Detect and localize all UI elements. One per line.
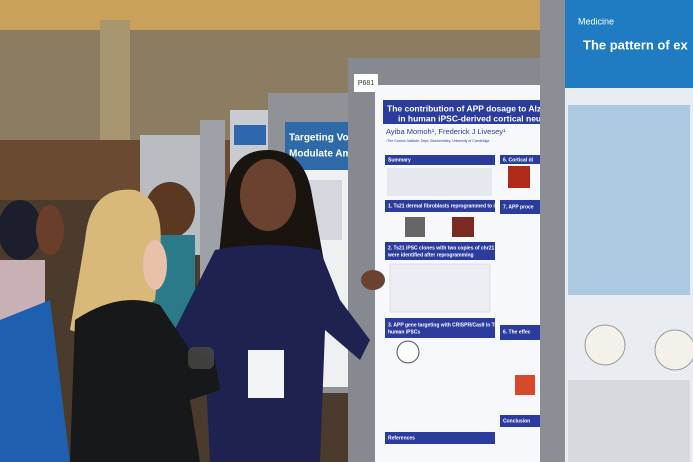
backpack (0, 300, 70, 462)
section-header (385, 318, 495, 338)
poster-figure (508, 166, 530, 188)
board-label-box (354, 74, 378, 92)
poster-figure (584, 324, 626, 366)
poster-authors: Ayiba Momoh¹, Frederick J Livesey¹ (386, 127, 506, 136)
poster-title: in human iPSC-derived cortical neuron (398, 113, 555, 123)
poster-text (568, 105, 690, 295)
poster-affiliation: ¹The Gurdon Institute, Dept. Biochemistr… (386, 139, 489, 143)
poster-header (383, 100, 540, 124)
section-title: 7. APP proce (503, 204, 534, 210)
poster-figure (389, 263, 491, 313)
section-header (385, 200, 495, 212)
section-title: 6. Cortical di (503, 157, 534, 163)
person (36, 205, 64, 255)
board-label: P681 (358, 80, 374, 87)
section-title: Conclusion (503, 418, 530, 424)
section-title: were identified after reprogramming (387, 252, 474, 258)
section-header (500, 415, 540, 427)
section-title: References (388, 435, 415, 441)
poster-figure (568, 380, 690, 462)
section-title: human iPSCs (388, 329, 420, 335)
name-badge (248, 350, 284, 398)
section-header (385, 155, 495, 165)
poster-figure (515, 375, 535, 395)
presenter-face (240, 159, 296, 231)
section-title: 3. APP gene targeting with CRISPR/Cas9 i… (388, 322, 503, 328)
cup (188, 347, 214, 369)
poster-figure (452, 217, 474, 237)
visitor-face (143, 240, 167, 290)
poster-figure (396, 340, 420, 364)
person (0, 200, 42, 260)
poster-figure (405, 217, 425, 237)
section-header (500, 200, 540, 214)
poster-figure (654, 329, 693, 371)
section-header (385, 242, 495, 260)
section-title: 1. Ts21 dermal fibroblasts reprogrammed … (388, 203, 508, 209)
ceiling-light (0, 0, 540, 30)
poster-category: Medicine (578, 16, 614, 26)
section-title: 2. Ts21 iPSC clones with two copies of c… (388, 245, 495, 251)
poster-header (565, 0, 693, 88)
poster-title: The contribution of APP dosage to Alzhei… (387, 103, 570, 113)
poster-header (234, 125, 266, 145)
section-header (500, 155, 540, 164)
poster-text (387, 168, 492, 196)
presenter-hand (361, 270, 385, 290)
section-header (500, 325, 540, 340)
poster-title: Targeting Voltage (289, 133, 372, 144)
section-title: 6. The effec (503, 329, 531, 335)
section-title: Summary (388, 157, 411, 163)
poster-title: The pattern of ex (583, 37, 689, 52)
visitor-top (70, 300, 220, 462)
section-header (385, 432, 495, 444)
poster-title: Modulate Amyloi (289, 149, 369, 160)
